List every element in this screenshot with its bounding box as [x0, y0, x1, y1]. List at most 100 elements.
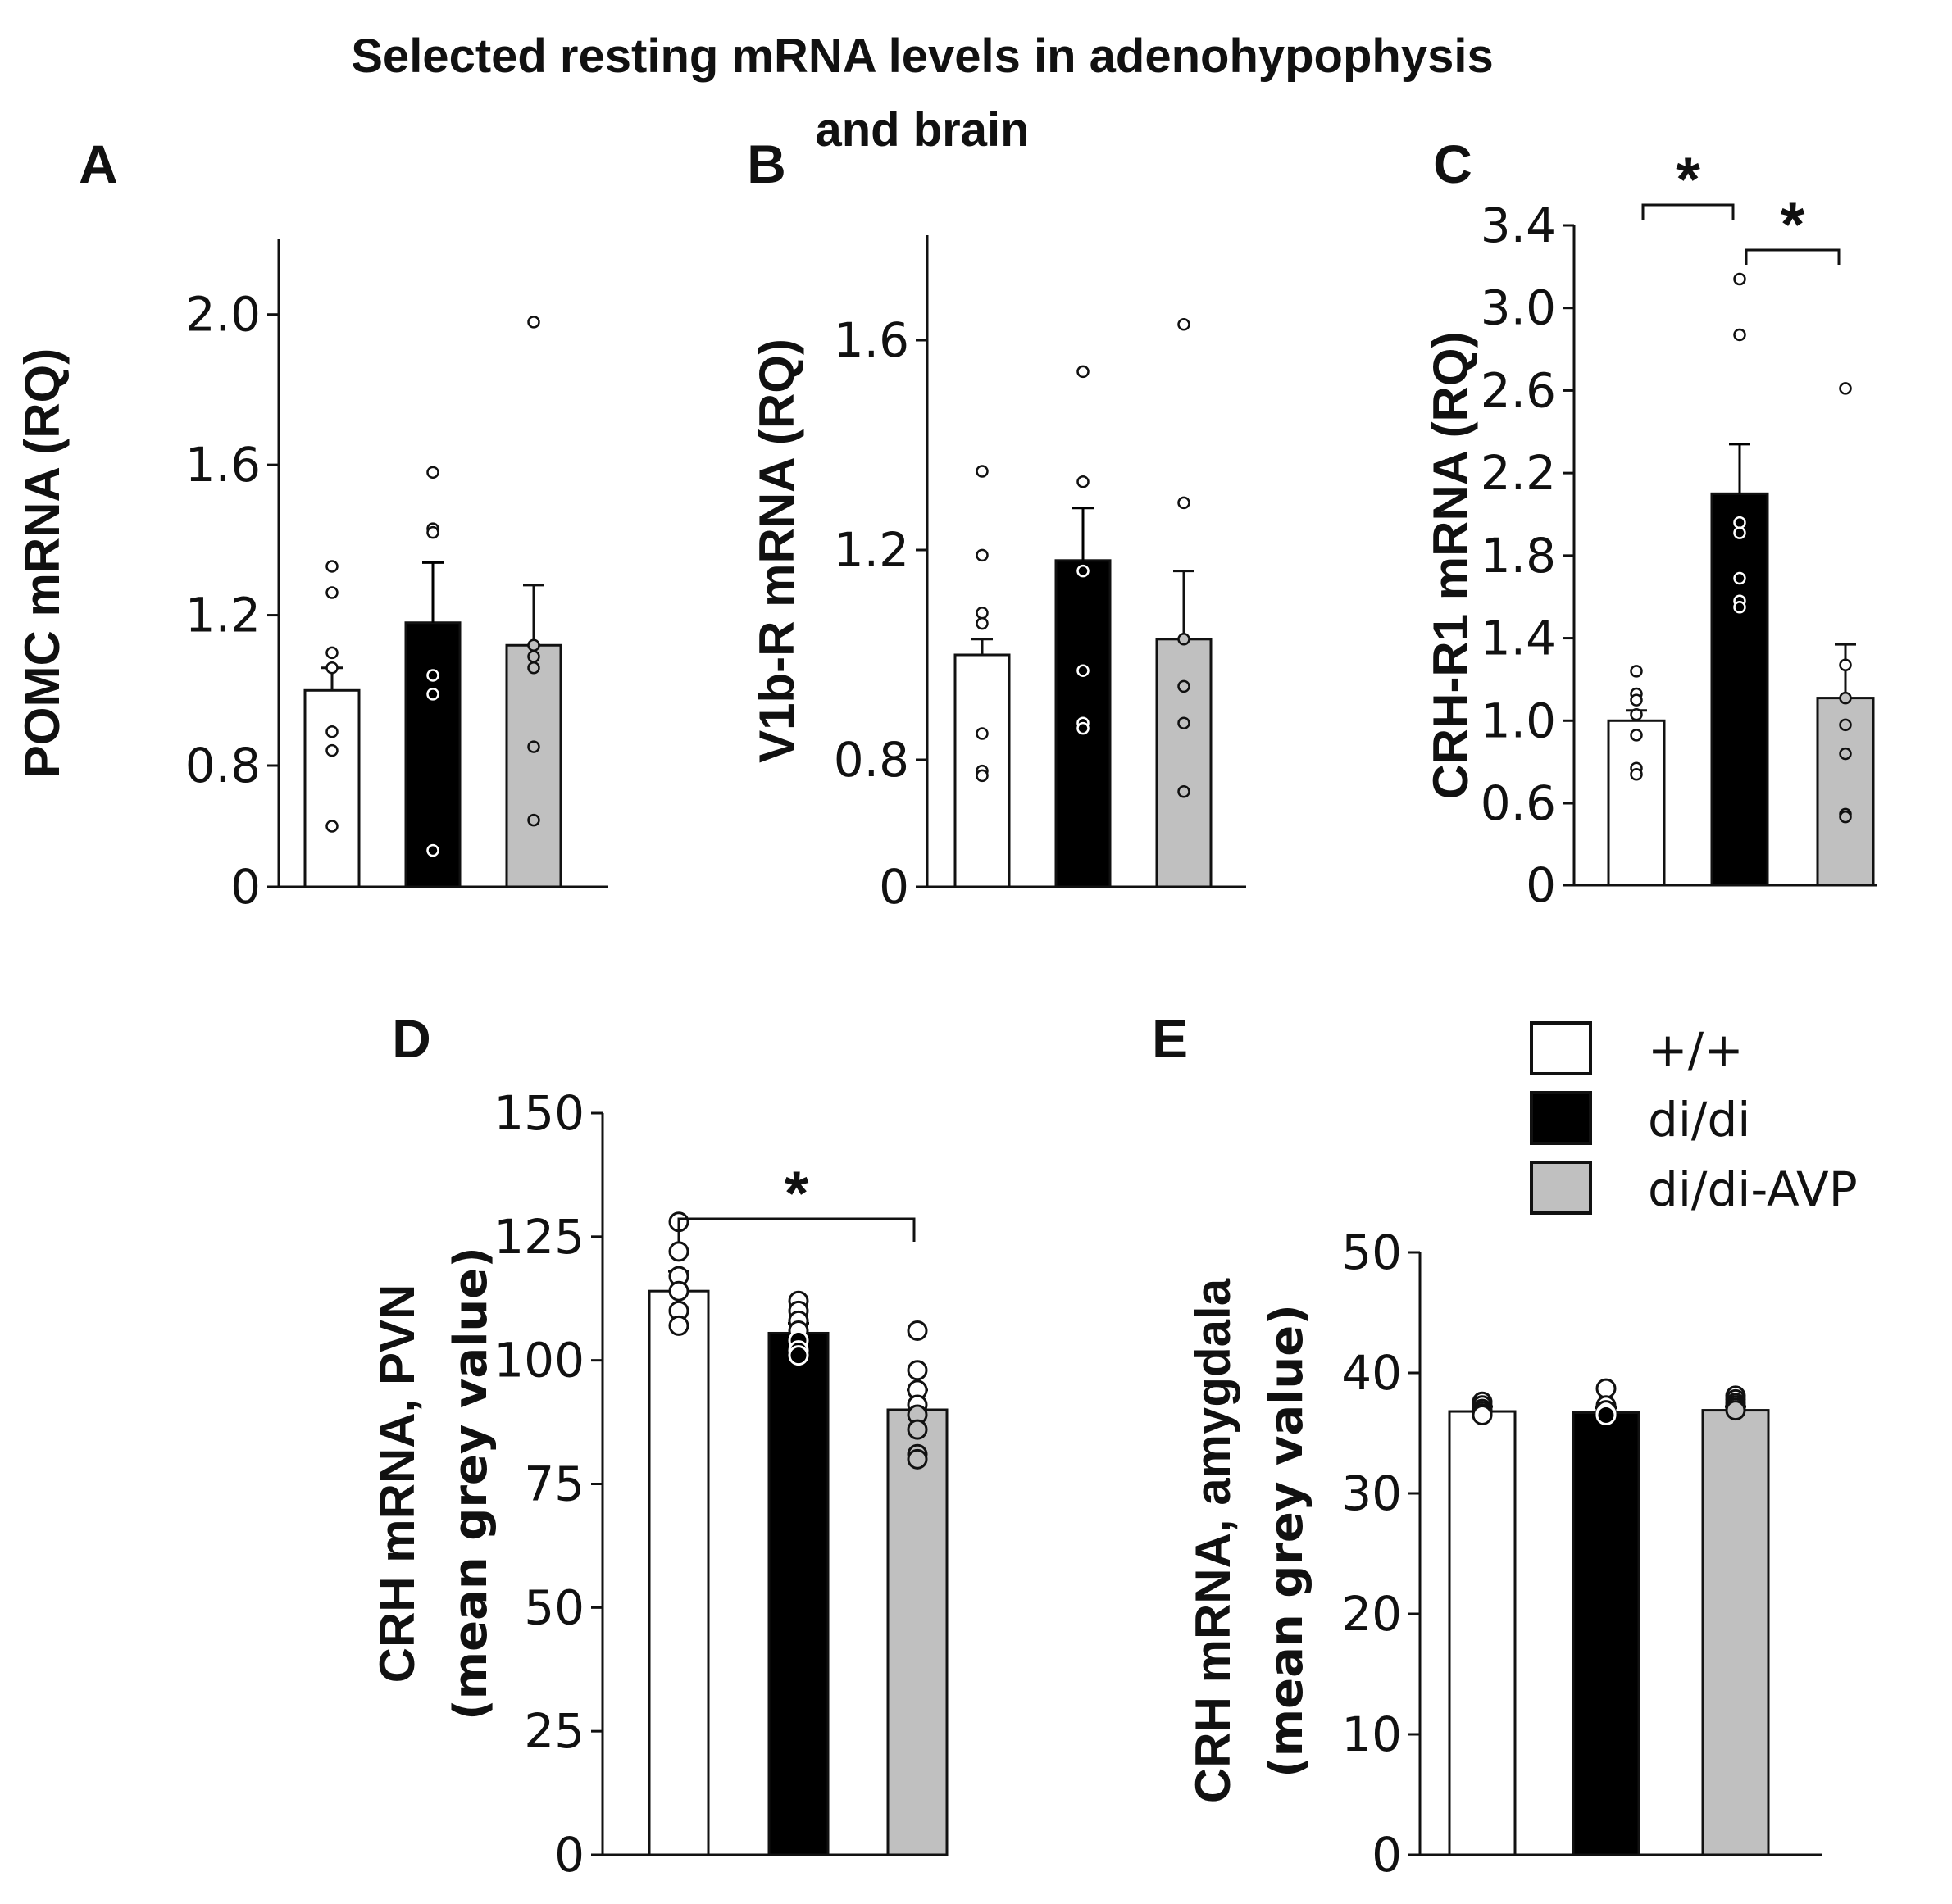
y-axis-label: CRH-R1 mRNA (RQ) — [1423, 331, 1478, 799]
y-tick-label: 75 — [524, 1456, 585, 1512]
data-point — [1076, 721, 1090, 735]
bar-diavp — [505, 643, 562, 888]
y-tick-label: 0 — [1526, 857, 1556, 913]
y-tick-label: 2.2 — [1481, 445, 1556, 501]
y-axis-label-line: CRH mRNA, amygdala — [1185, 1278, 1240, 1803]
data-point — [527, 661, 540, 675]
data-point — [668, 1241, 689, 1262]
data-point — [1630, 665, 1643, 678]
data-point — [976, 548, 989, 562]
data-point — [325, 725, 339, 738]
data-point — [1076, 475, 1090, 488]
data-point — [976, 769, 989, 783]
significance-star: * — [1676, 145, 1700, 215]
data-point — [668, 1315, 689, 1336]
data-point — [426, 669, 439, 682]
y-tick-label: 20 — [1341, 1586, 1402, 1642]
y-axis-label-line: (mean grey value) — [1260, 1304, 1313, 1778]
y-axis-label: POMC mRNA (RQ) — [15, 348, 70, 778]
legend-label: di/di — [1648, 1092, 1750, 1147]
data-point — [907, 1320, 928, 1341]
data-point — [325, 743, 339, 757]
data-point — [325, 560, 339, 573]
data-point — [426, 466, 439, 479]
y-tick-label: 1.4 — [1481, 611, 1556, 666]
y-tick-label: 1.6 — [185, 437, 261, 493]
y-tick-label: 10 — [1341, 1706, 1402, 1762]
bar-di — [404, 621, 462, 888]
legend-label: +/+ — [1648, 1022, 1744, 1078]
y-tick-label: 0.8 — [834, 732, 909, 788]
charts-group: A POMC mRNA (RQ) 0 0.8 1.2 1.6 2.0 B V1b-R mRNA … — [15, 134, 1877, 1883]
data-point — [1177, 679, 1190, 693]
figure-title-line1: Selected resting mRNA levels in adenohyp… — [351, 30, 1493, 83]
y-tick-label: 100 — [494, 1333, 585, 1388]
significance-star: * — [785, 1159, 809, 1229]
significance-star: * — [1781, 190, 1805, 260]
bar-wt — [1448, 1410, 1517, 1856]
bar-diavp — [1701, 1409, 1770, 1856]
bar-di — [767, 1331, 830, 1856]
data-point — [1595, 1404, 1617, 1425]
data-point — [1630, 768, 1643, 781]
legend-swatch — [1530, 1021, 1592, 1075]
y-tick-label: 0 — [554, 1827, 585, 1883]
data-point — [907, 1360, 928, 1381]
significance-bracket — [677, 1217, 916, 1242]
significance-bracket — [1641, 203, 1735, 220]
data-point — [1076, 564, 1090, 578]
y-tick-label: 50 — [524, 1579, 585, 1635]
data-point — [1630, 729, 1643, 742]
y-tick-label: 0.6 — [1481, 775, 1556, 831]
data-point — [1839, 810, 1852, 824]
panel-label-c: C — [1433, 134, 1472, 194]
panel-label-d: D — [392, 1008, 431, 1069]
panel-e: E CRH mRNA, amygdala (mean grey value) 0 10 2… — [1152, 1008, 1822, 1883]
data-point — [1177, 318, 1190, 331]
data-point — [1076, 365, 1090, 379]
data-point — [976, 465, 989, 478]
data-point — [976, 727, 989, 740]
data-point — [1630, 693, 1643, 707]
data-point — [1839, 691, 1852, 705]
y-tick-label: 3.0 — [1481, 280, 1556, 336]
data-point — [1733, 272, 1746, 286]
y-tick-label: 1.2 — [185, 588, 261, 643]
data-point — [976, 607, 989, 620]
data-point — [907, 1419, 928, 1440]
y-axis-label-line: (mean grey value) — [444, 1247, 498, 1720]
data-point — [1839, 747, 1852, 761]
panel-d: D CRH mRNA, PVN (mean grey value) 0 25 50 75 10… — [370, 1008, 949, 1883]
data-point — [1733, 516, 1746, 529]
legend-swatch — [1530, 1161, 1592, 1215]
figure-title-line2: and brain — [815, 103, 1029, 157]
data-point — [1177, 785, 1190, 798]
y-axis-label-line: POMC mRNA (RQ) — [15, 348, 70, 778]
y-tick-label: 40 — [1341, 1345, 1402, 1401]
data-point — [1733, 571, 1746, 585]
data-point — [1595, 1378, 1617, 1399]
y-tick-label: 125 — [494, 1209, 585, 1265]
y-axis-label-line: CRH-R1 mRNA (RQ) — [1423, 331, 1478, 799]
y-tick-label: 1.8 — [1481, 528, 1556, 584]
legend-label: di/di-AVP — [1648, 1161, 1858, 1217]
data-point — [527, 638, 540, 652]
bar-di — [1572, 1411, 1640, 1856]
panel-label-b: B — [747, 134, 786, 194]
y-tick-label: 0 — [1372, 1827, 1402, 1883]
bar-wt — [1607, 719, 1666, 887]
y-axis-label-line: CRH mRNA, PVN — [370, 1284, 425, 1684]
data-point — [1733, 526, 1746, 539]
y-axis-label: CRH mRNA, amygdala (mean grey value) — [1185, 1278, 1313, 1803]
data-point — [1177, 633, 1190, 646]
data-point — [325, 661, 339, 675]
y-tick-label: 1.2 — [834, 522, 909, 578]
data-point — [325, 820, 339, 833]
y-tick-label: 0.8 — [185, 738, 261, 793]
y-tick-label: 30 — [1341, 1465, 1402, 1521]
legend-swatch — [1530, 1091, 1592, 1145]
bar-wt — [303, 688, 361, 888]
bar-wt — [648, 1289, 710, 1856]
data-point — [527, 813, 540, 827]
